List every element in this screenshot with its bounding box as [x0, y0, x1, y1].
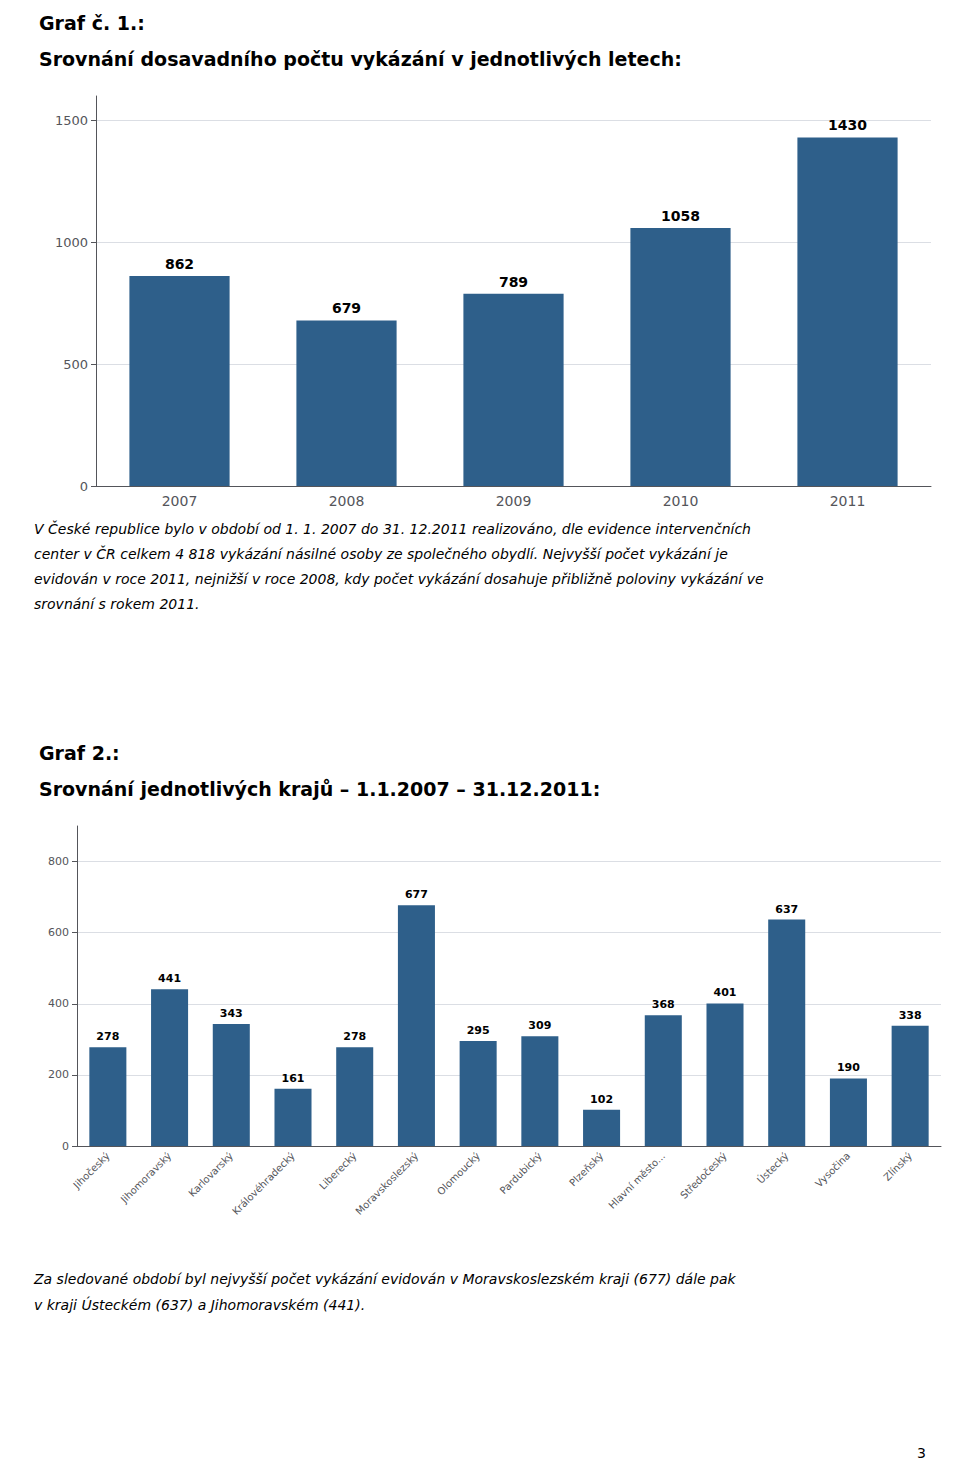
svg-text:3: 3: [917, 1445, 926, 1461]
svg-text:Středočeský: Středočeský: [678, 1150, 729, 1201]
svg-text:295: 295: [467, 1024, 490, 1037]
svg-text:800: 800: [48, 855, 69, 868]
svg-text:Graf 2.:: Graf 2.:: [39, 742, 120, 764]
svg-text:1430: 1430: [828, 117, 867, 133]
svg-text:Olomoucký: Olomoucký: [435, 1150, 482, 1197]
svg-text:2007: 2007: [162, 493, 198, 509]
svg-text:679: 679: [332, 300, 361, 316]
svg-text:Plzeňský: Plzeňský: [567, 1150, 605, 1188]
svg-text:102: 102: [590, 1093, 613, 1106]
svg-text:0: 0: [62, 1140, 69, 1153]
svg-text:338: 338: [899, 1009, 922, 1022]
svg-text:evidován v roce 2011, nejnižší: evidován v roce 2011, nejnižší v roce 20…: [34, 571, 764, 587]
svg-text:677: 677: [405, 888, 428, 901]
svg-text:Zlínský: Zlínský: [881, 1150, 914, 1183]
svg-text:0: 0: [80, 479, 88, 494]
svg-text:V České republice bylo v obdob: V České republice bylo v období od 1. 1.…: [34, 520, 751, 537]
svg-text:500: 500: [63, 357, 88, 372]
svg-text:Jihomoravský: Jihomoravský: [118, 1150, 174, 1206]
svg-text:1500: 1500: [55, 113, 88, 128]
svg-text:Srovnání dosavadního počtu vyk: Srovnání dosavadního počtu vykázání v je…: [39, 48, 682, 70]
svg-text:Karlovarský: Karlovarský: [186, 1150, 235, 1199]
svg-text:2008: 2008: [329, 493, 365, 509]
svg-text:441: 441: [158, 972, 181, 985]
svg-text:Jihočeský: Jihočeský: [71, 1150, 112, 1191]
svg-text:161: 161: [282, 1072, 305, 1085]
svg-text:Královéhradecký: Královéhradecký: [230, 1150, 297, 1217]
svg-text:2011: 2011: [830, 493, 866, 509]
svg-text:278: 278: [343, 1030, 366, 1043]
svg-text:Vysočina: Vysočina: [813, 1150, 852, 1189]
svg-text:Hlavní město...: Hlavní město...: [606, 1150, 667, 1211]
svg-text:Za sledované období byl nejvyš: Za sledované období byl nejvyšší počet v…: [33, 1271, 737, 1287]
svg-text:Graf č. 1.:: Graf č. 1.:: [39, 12, 145, 34]
svg-text:Moravskoslezský: Moravskoslezský: [353, 1150, 420, 1217]
svg-text:789: 789: [499, 274, 528, 290]
svg-text:368: 368: [652, 998, 675, 1011]
svg-text:309: 309: [528, 1019, 551, 1032]
svg-text:Srovnání jednotlivých krajů –: Srovnání jednotlivých krajů – 1.1.2007 –…: [39, 778, 600, 800]
svg-text:center v ČR celkem 4 818 vykáz: center v ČR celkem 4 818 vykázání násiln…: [34, 545, 728, 562]
svg-text:400: 400: [48, 997, 69, 1010]
svg-text:srovnání s rokem 2011.: srovnání s rokem 2011.: [34, 596, 200, 612]
svg-text:1000: 1000: [55, 235, 88, 250]
svg-text:1058: 1058: [661, 208, 700, 224]
svg-text:2009: 2009: [496, 493, 532, 509]
svg-text:190: 190: [837, 1061, 860, 1074]
svg-text:401: 401: [714, 986, 737, 999]
svg-text:600: 600: [48, 926, 69, 939]
svg-text:2010: 2010: [663, 493, 699, 509]
svg-text:Liberecký: Liberecký: [317, 1150, 359, 1192]
svg-text:Ústecký: Ústecký: [754, 1149, 790, 1185]
svg-text:200: 200: [48, 1068, 69, 1081]
svg-text:343: 343: [220, 1007, 243, 1020]
svg-text:862: 862: [165, 256, 194, 272]
svg-text:v kraji Ústeckém (637) a Jihom: v kraji Ústeckém (637) a Jihomoravském (…: [34, 1296, 365, 1313]
svg-text:278: 278: [96, 1030, 119, 1043]
svg-text:Pardubický: Pardubický: [498, 1150, 544, 1196]
svg-text:637: 637: [775, 903, 798, 916]
